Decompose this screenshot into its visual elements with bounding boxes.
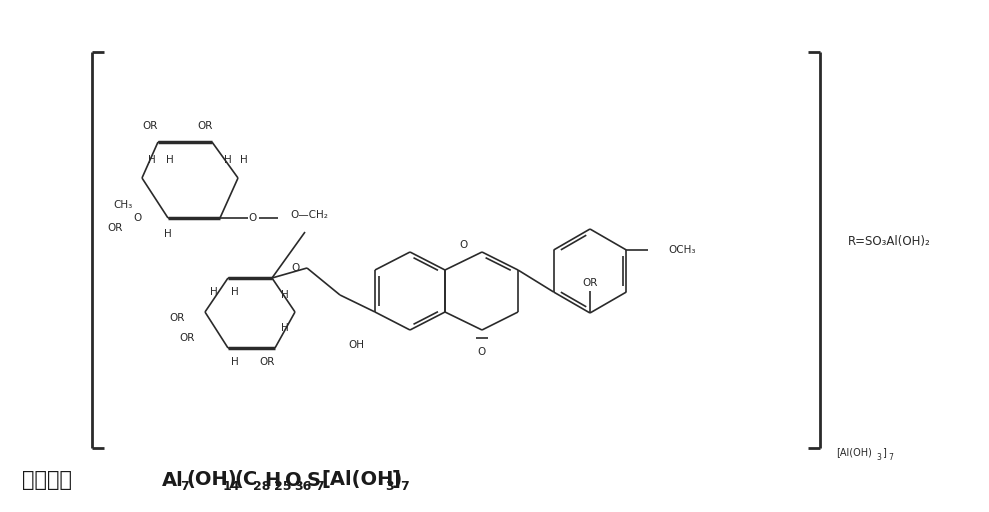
Text: H: H (281, 323, 289, 333)
Text: OR: OR (108, 223, 123, 233)
Text: OR: OR (583, 278, 597, 288)
Text: 36: 36 (295, 480, 312, 493)
Text: H: H (240, 155, 248, 165)
Text: 7: 7 (401, 480, 409, 493)
Text: H: H (166, 155, 174, 165)
Text: H: H (265, 471, 281, 489)
Text: (OH): (OH) (186, 471, 236, 489)
Text: O: O (249, 213, 257, 223)
Text: O: O (459, 240, 467, 250)
Text: H: H (281, 290, 289, 300)
Text: O: O (478, 347, 487, 357)
Text: OR: OR (142, 121, 157, 131)
Text: 3: 3 (386, 480, 395, 493)
Text: H: H (231, 357, 239, 367)
Text: ]: ] (392, 471, 401, 489)
Text: H: H (148, 155, 156, 165)
Text: H: H (211, 287, 218, 297)
Text: 14: 14 (223, 480, 240, 493)
Text: R=SO₃Al(OH)₂: R=SO₃Al(OH)₂ (848, 236, 931, 248)
Text: 7: 7 (888, 454, 893, 462)
Text: Al: Al (162, 471, 184, 489)
Text: O: O (286, 471, 302, 489)
Text: CH₃: CH₃ (114, 200, 133, 210)
Text: 25: 25 (274, 480, 292, 493)
Text: 分子式：: 分子式： (22, 470, 72, 490)
Text: OH: OH (348, 340, 364, 350)
Text: (C: (C (234, 471, 258, 489)
Text: H: H (164, 229, 172, 239)
Text: ]: ] (882, 447, 886, 457)
Text: 7: 7 (315, 480, 324, 493)
Text: S: S (307, 471, 320, 489)
Text: O: O (291, 263, 299, 273)
Text: 3: 3 (876, 454, 881, 462)
Text: O—CH₂: O—CH₂ (290, 210, 328, 220)
Text: H: H (225, 155, 231, 165)
Text: OR: OR (170, 313, 185, 323)
Text: 28: 28 (253, 480, 270, 493)
Text: [Al(OH): [Al(OH) (836, 447, 872, 457)
Text: OR: OR (259, 357, 275, 367)
Text: H: H (231, 287, 239, 297)
Text: O: O (134, 213, 142, 223)
Text: [Al(OH): [Al(OH) (321, 471, 403, 489)
Text: OR: OR (198, 121, 213, 131)
Text: OR: OR (180, 333, 195, 343)
Text: OCH₃: OCH₃ (669, 245, 696, 255)
Text: 7: 7 (180, 480, 189, 493)
